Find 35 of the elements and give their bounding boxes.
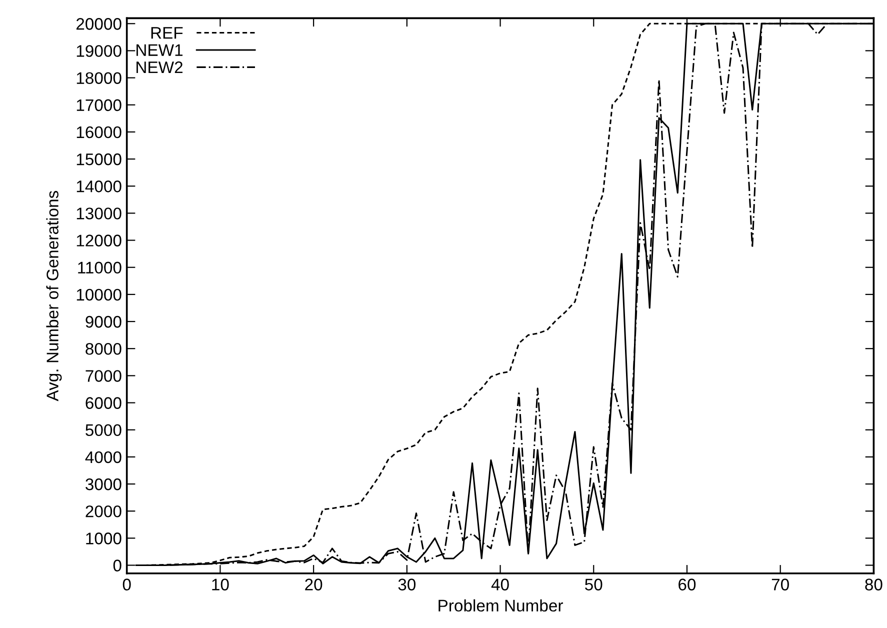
y-tick-label: 15000 bbox=[76, 153, 122, 166]
x-tick-label: 50 bbox=[585, 578, 602, 590]
y-tick-label: 20000 bbox=[76, 18, 122, 30]
x-axis-title: Problem Number bbox=[438, 599, 563, 612]
y-tick-label: 18000 bbox=[76, 72, 122, 84]
y-tick-label: 11000 bbox=[78, 262, 122, 274]
x-tick-label: 40 bbox=[491, 578, 509, 590]
y-tick-label: 9000 bbox=[86, 316, 122, 328]
x-tick-label: 0 bbox=[122, 578, 131, 590]
y-tick-label: 3000 bbox=[86, 478, 122, 490]
x-tick-label: 30 bbox=[398, 578, 416, 590]
y-tick-label: 13000 bbox=[76, 208, 122, 220]
x-tick-label: 60 bbox=[678, 578, 696, 590]
y-tick-label: 0 bbox=[113, 560, 122, 572]
x-tick-label: 20 bbox=[305, 578, 322, 590]
x-tick-label: 70 bbox=[772, 578, 789, 590]
y-axis-title: Avg. Number of Generations bbox=[46, 190, 62, 402]
legend-label: NEW1 bbox=[136, 44, 183, 56]
y-tick-label: 2000 bbox=[86, 505, 122, 518]
y-tick-label: 8000 bbox=[86, 342, 122, 355]
y-tick-label: 6000 bbox=[86, 397, 122, 409]
legend-label: NEW2 bbox=[136, 61, 182, 74]
y-tick-label: 10000 bbox=[76, 288, 122, 301]
x-tick-label: 80 bbox=[865, 578, 882, 590]
y-tick-label: 16000 bbox=[76, 126, 122, 138]
y-tick-label: 12000 bbox=[76, 234, 122, 246]
y-tick-label: 14000 bbox=[76, 180, 122, 192]
y-tick-label: 4000 bbox=[85, 451, 122, 464]
y-tick-label: 17000 bbox=[76, 99, 122, 112]
legend-label: REF bbox=[151, 27, 183, 39]
y-tick-label: 5000 bbox=[86, 424, 122, 436]
y-tick-label: 7000 bbox=[86, 370, 122, 382]
y-tick-label: 19000 bbox=[76, 45, 122, 57]
y-tick-label: 1000 bbox=[86, 532, 122, 544]
x-tick-label: 10 bbox=[212, 578, 229, 590]
